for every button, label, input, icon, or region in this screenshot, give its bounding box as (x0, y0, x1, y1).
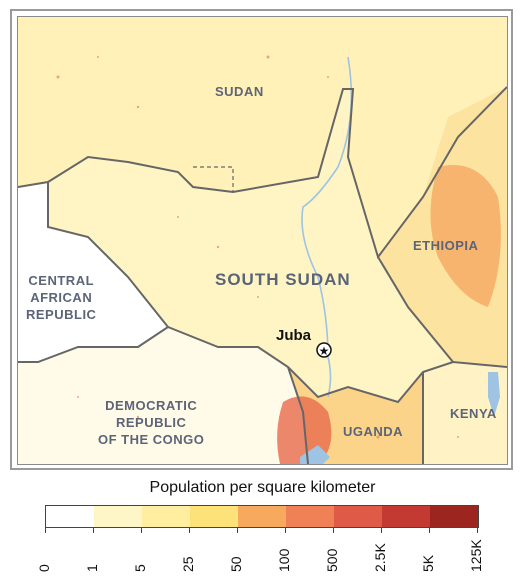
map-frame: ★ SUDAN SOUTH SUDAN ETHIOPIA CENTRAL AFR… (10, 9, 513, 470)
ethiopia-highlands (430, 165, 501, 307)
lake-turkana (488, 372, 500, 417)
south-border (167, 326, 507, 404)
kenya-region (423, 362, 507, 464)
drc-line-2: REPUBLIC (115, 415, 187, 430)
svg-text:★: ★ (319, 344, 330, 358)
legend-swatch (334, 506, 382, 527)
legend-tick-label: 2.5K (372, 543, 388, 572)
settlement-dots (56, 55, 459, 439)
legend-tick (429, 527, 430, 533)
label-south-sudan: SOUTH SUDAN (215, 270, 351, 289)
car-line-1: CENTRAL (28, 273, 95, 288)
legend-color-bar (45, 505, 479, 528)
population-density-map: ★ SUDAN SOUTH SUDAN ETHIOPIA CENTRAL AFR… (17, 16, 508, 465)
legend-tick-label: 100 (276, 548, 292, 572)
legend-swatch (94, 506, 142, 527)
label-ethiopia: ETHIOPIA (413, 238, 479, 253)
legend-tick-label: 5K (420, 554, 436, 572)
label-sudan: SUDAN (215, 84, 264, 99)
legend-tick (333, 527, 334, 533)
label-juba: Juba (276, 327, 312, 344)
legend-tick-label: 500 (324, 548, 340, 572)
drc-uganda-border (287, 366, 309, 464)
legend-tick (93, 527, 94, 533)
label-drc: DEMOCRATIC REPUBLIC OF THE CONGO (98, 397, 204, 448)
legend-swatch (238, 506, 286, 527)
car-line-2: AFRICAN (30, 290, 93, 305)
legend-swatch (286, 506, 334, 527)
drc-region (18, 327, 308, 464)
legend-swatch (142, 506, 190, 527)
legend-tick (237, 527, 238, 533)
legend-tick (477, 527, 478, 533)
label-car: CENTRAL AFRICAN REPUBLIC (26, 272, 96, 323)
disputed-area (192, 166, 234, 193)
ethiopia-border (377, 256, 454, 363)
juba-marker (316, 342, 332, 358)
legend-tick (45, 527, 46, 533)
legend-tick (381, 527, 382, 533)
legend-swatch (46, 506, 94, 527)
legend-tick (141, 527, 142, 533)
legend-tick (285, 527, 286, 533)
legend-swatch (430, 506, 478, 527)
legend-tick-label: 50 (228, 556, 244, 572)
legend-tick (189, 527, 190, 533)
map-canvas: ★ (18, 17, 507, 464)
legend-tick-label: 0 (36, 564, 52, 572)
label-kenya: KENYA (450, 406, 497, 421)
legend-swatch (382, 506, 430, 527)
legend-swatch (190, 506, 238, 527)
car-line-3: REPUBLIC (26, 307, 97, 322)
legend-title: Population per square kilometer (149, 479, 376, 496)
drc-line-3: OF THE CONGO (98, 432, 205, 447)
white-nile-river (301, 56, 353, 398)
north-border (18, 86, 507, 260)
legend-tick-label: 25 (180, 556, 196, 572)
legend-tick-label: 125K (468, 539, 484, 572)
legend-tick-label: 1 (84, 564, 100, 572)
legend-tick-label: 5 (132, 564, 148, 572)
sudan-region (18, 17, 507, 257)
label-uganda: UGANDA (343, 424, 404, 439)
car-region (18, 182, 168, 362)
drc-line-1: DEMOCRATIC (105, 398, 198, 413)
